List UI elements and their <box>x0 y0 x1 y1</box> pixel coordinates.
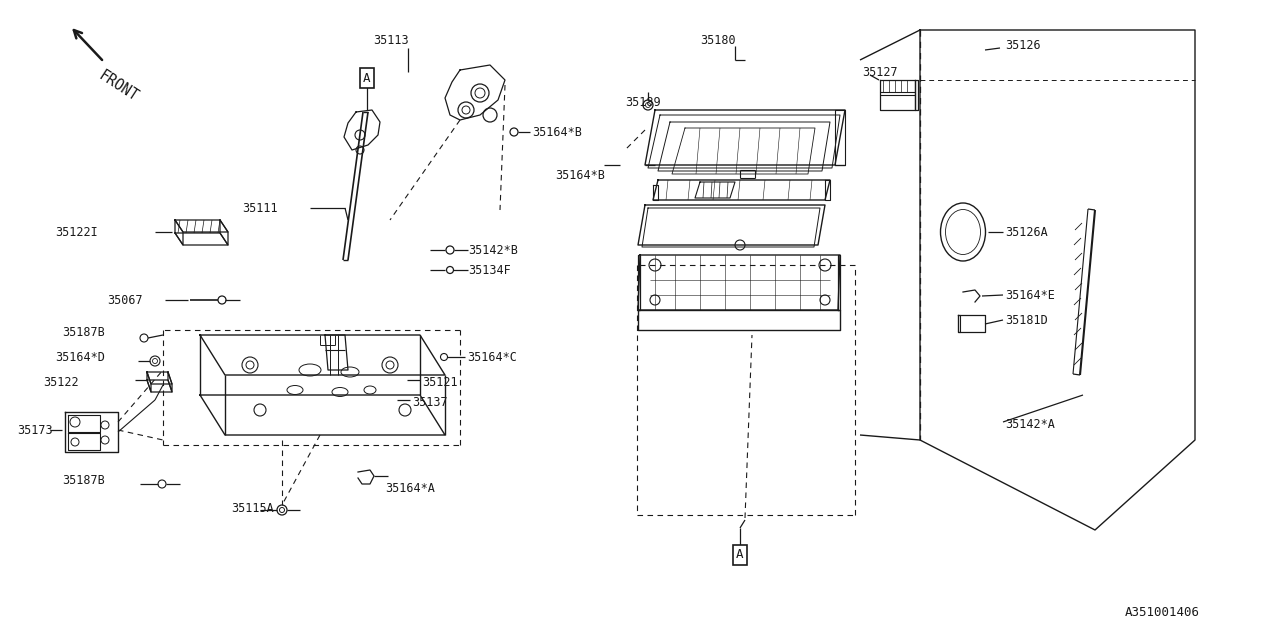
Text: A: A <box>364 72 371 84</box>
Text: 35164*E: 35164*E <box>1005 289 1055 301</box>
Text: 35122I: 35122I <box>55 225 97 239</box>
Text: 35173: 35173 <box>17 424 52 436</box>
Text: 35126: 35126 <box>1005 38 1041 51</box>
Text: 35126A: 35126A <box>1005 225 1048 239</box>
Text: A: A <box>736 548 744 561</box>
Text: 35164*A: 35164*A <box>385 481 435 495</box>
Text: 35122: 35122 <box>44 376 78 388</box>
Text: 35164*B: 35164*B <box>532 125 582 138</box>
Text: 35142*A: 35142*A <box>1005 419 1055 431</box>
Text: 35127: 35127 <box>861 65 897 79</box>
Text: 35189: 35189 <box>625 95 660 109</box>
Text: 35164*B: 35164*B <box>556 168 605 182</box>
Text: 35113: 35113 <box>372 33 408 47</box>
Text: FRONT: FRONT <box>96 68 141 104</box>
Text: 35164*C: 35164*C <box>467 351 517 364</box>
Text: 35111: 35111 <box>242 202 278 214</box>
Text: 35187B: 35187B <box>61 326 105 339</box>
Text: 35187B: 35187B <box>61 474 105 486</box>
Text: 35137: 35137 <box>412 396 448 408</box>
Text: 35164*D: 35164*D <box>55 351 105 364</box>
Text: 35121: 35121 <box>422 376 458 388</box>
Text: 35067: 35067 <box>108 294 142 307</box>
Text: 35142*B: 35142*B <box>468 243 518 257</box>
Text: 35134F: 35134F <box>468 264 511 276</box>
Text: A351001406: A351001406 <box>1125 605 1201 618</box>
Text: 35181D: 35181D <box>1005 314 1048 326</box>
Text: 35115A: 35115A <box>230 502 274 515</box>
Text: 35180: 35180 <box>700 33 736 47</box>
